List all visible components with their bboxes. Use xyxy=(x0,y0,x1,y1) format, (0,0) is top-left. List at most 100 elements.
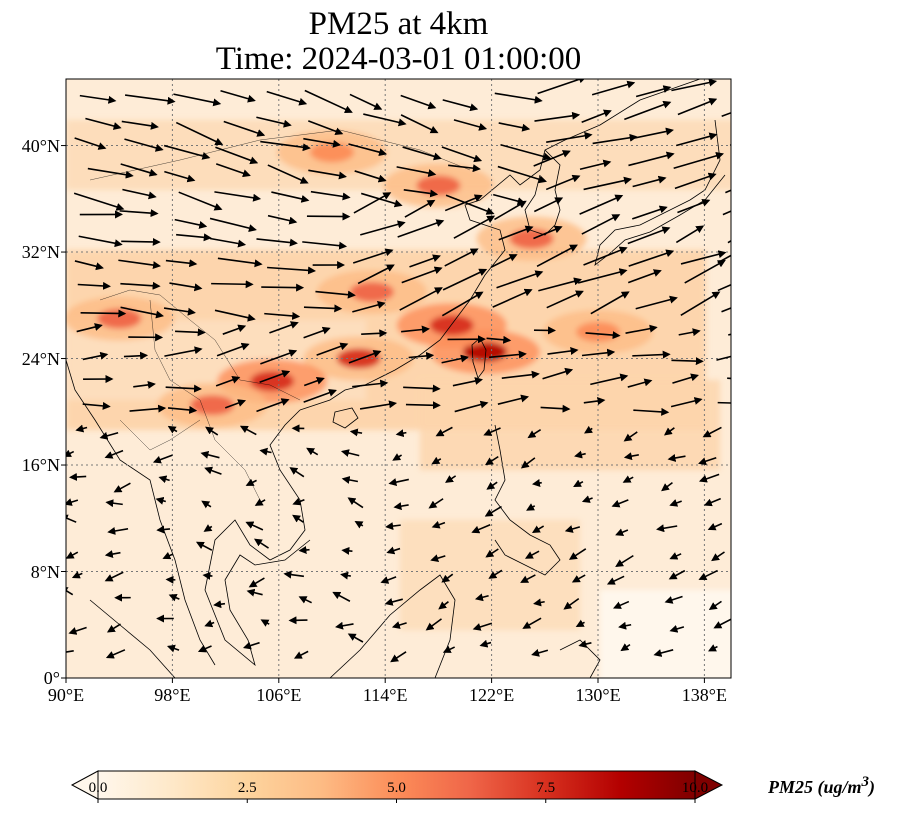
wind-vector xyxy=(563,597,580,610)
wind-vector xyxy=(497,394,530,405)
wind-vector xyxy=(441,573,454,583)
wind-vector xyxy=(497,165,547,184)
wind-vector xyxy=(442,99,479,112)
wind-vector xyxy=(622,475,634,483)
wind-vector xyxy=(490,254,518,268)
wind-vector xyxy=(197,645,212,653)
wind-vector xyxy=(354,521,364,529)
wind-vector xyxy=(66,498,79,506)
wind-vector xyxy=(585,331,621,340)
wind-vector xyxy=(360,192,403,208)
colorbar-tick-label: 0.0 xyxy=(88,780,108,796)
wind-vector xyxy=(547,347,579,355)
wind-vector xyxy=(174,218,208,229)
wind-vector xyxy=(352,301,386,313)
wind-vector xyxy=(624,100,672,121)
lon-label: 122°E xyxy=(468,685,515,705)
wind-vector xyxy=(156,525,171,534)
wind-vector xyxy=(581,495,593,503)
wind-vector xyxy=(352,248,394,264)
wind-vector xyxy=(306,447,319,456)
wind-vector xyxy=(661,482,673,492)
wind-vector xyxy=(663,427,675,436)
wind-vector xyxy=(386,546,401,555)
wind-vector xyxy=(385,522,401,531)
pm25-hotspot xyxy=(349,281,394,302)
wind-vector xyxy=(492,288,533,308)
wind-vector xyxy=(717,283,731,292)
wind-vector xyxy=(260,349,298,365)
wind-vector xyxy=(399,287,443,311)
wind-vector xyxy=(85,117,122,130)
wind-vector xyxy=(213,600,226,609)
wind-vector xyxy=(163,144,211,160)
wind-vector xyxy=(105,649,126,659)
wind-vector xyxy=(684,259,726,284)
wind-vector xyxy=(409,254,441,268)
wind-vector xyxy=(669,625,685,633)
wind-vector xyxy=(584,425,593,434)
wind-vector xyxy=(632,205,668,220)
wind-vector xyxy=(615,528,629,536)
wind-vector xyxy=(722,210,731,216)
wind-vector xyxy=(489,350,527,359)
wind-vector xyxy=(611,499,629,508)
wind-vector xyxy=(349,93,383,110)
wind-vector xyxy=(167,425,178,434)
wind-vector xyxy=(167,405,198,414)
wind-vector xyxy=(363,113,407,127)
map-frame xyxy=(65,78,732,679)
wind-vector xyxy=(76,323,103,333)
lon-label: 138°E xyxy=(681,685,727,705)
wind-vector xyxy=(246,588,263,597)
wind-vector xyxy=(204,466,222,475)
wind-vector xyxy=(430,554,446,563)
wind-vector xyxy=(391,621,407,629)
wind-vector xyxy=(341,475,359,484)
wind-vector xyxy=(215,376,241,387)
wind-vector xyxy=(671,79,718,92)
wind-vector xyxy=(533,197,564,213)
wind-vector xyxy=(209,217,257,233)
wind-vector xyxy=(533,598,545,607)
wind-vector xyxy=(214,191,262,202)
wind-vector xyxy=(66,514,77,523)
wind-vector xyxy=(574,450,586,459)
wind-vector xyxy=(78,235,123,248)
wind-vector xyxy=(675,225,705,244)
wind-vector xyxy=(531,648,549,657)
wind-vector xyxy=(664,595,683,604)
wind-vector xyxy=(222,324,247,335)
wind-vector xyxy=(400,114,439,134)
wind-vector xyxy=(124,138,164,152)
wind-vector xyxy=(245,478,257,486)
wind-vector xyxy=(527,428,542,439)
wind-vector xyxy=(401,266,443,284)
wind-vector xyxy=(400,94,437,110)
wind-vector xyxy=(360,220,406,236)
wind-vector xyxy=(571,574,586,583)
wind-vector xyxy=(259,370,291,384)
wind-vector xyxy=(472,622,493,631)
wind-vector xyxy=(133,380,156,389)
wind-vector xyxy=(359,400,398,410)
map-title: PM25 at 4km xyxy=(308,6,489,42)
wind-vector xyxy=(80,309,127,318)
wind-vector xyxy=(178,191,223,211)
wind-vector xyxy=(672,373,699,384)
wind-vector xyxy=(402,146,442,161)
coastline-philippines xyxy=(494,424,561,576)
wind-vector xyxy=(445,475,457,483)
coastline-sulawesi xyxy=(559,639,601,678)
wind-vector xyxy=(441,291,484,317)
wind-vector xyxy=(405,401,441,410)
wind-vector xyxy=(575,619,585,627)
wind-vector xyxy=(625,324,658,334)
wind-vector xyxy=(215,146,259,165)
wind-vector xyxy=(453,215,496,239)
wind-vector xyxy=(260,140,311,152)
wind-vector xyxy=(678,328,701,337)
wind-vector xyxy=(668,569,686,580)
wind-vector xyxy=(442,645,456,653)
wind-vector xyxy=(520,574,536,583)
